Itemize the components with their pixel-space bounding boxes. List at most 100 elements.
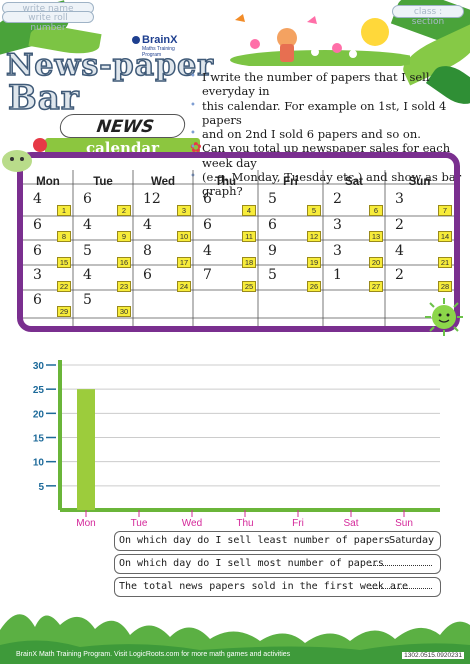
x-tick-label: Thu [236, 518, 253, 529]
moon-icon [2, 290, 30, 326]
question-least-day: On which day do I sell least number of p… [114, 531, 441, 551]
y-tick-label: 30 [33, 361, 45, 372]
bottom-grass [0, 595, 470, 664]
y-tick-label: 25 [33, 385, 45, 396]
instructions-list: I write the number of papers that I sell… [190, 70, 465, 199]
calendar-day-header: Fri [283, 176, 298, 188]
question-text: On which day do I sell most number of pa… [119, 558, 384, 569]
sold-count: 6 [203, 217, 212, 233]
news-label: NEWS [95, 117, 156, 137]
answer-field[interactable] [370, 565, 432, 566]
sold-count: 5 [268, 267, 277, 283]
sold-count: 1 [333, 267, 342, 283]
date-badge: 28 [438, 281, 452, 292]
x-tick-label: Tue [131, 518, 148, 529]
sold-count: 5 [268, 191, 277, 207]
scenery-illustration [225, 8, 420, 70]
bar-chart: 5 10 15 20 25 30 Mon Tue Wed Thu Fri Sat Sun [33, 360, 440, 529]
date-badge: 18 [242, 257, 256, 268]
question-week-total: The total news papers sold in the first … [114, 577, 441, 597]
date-badge: 6 [369, 205, 383, 216]
sold-count: 2 [395, 217, 404, 233]
date-badge: 1 [57, 205, 71, 216]
date-badge: 19 [307, 257, 321, 268]
x-tick-label: Sun [395, 518, 413, 529]
worksheet-code: 1302.0515.0920231 [402, 652, 464, 659]
date-badge: 12 [307, 231, 321, 242]
date-badge: 21 [438, 257, 452, 268]
calendar-day-header: Sat [345, 176, 363, 188]
answer-field[interactable]: Saturday [388, 535, 434, 546]
bow-icon [33, 138, 47, 152]
date-badge: 26 [307, 281, 321, 292]
calendar-day-header: Mon [36, 176, 60, 188]
date-badge: 29 [57, 306, 71, 317]
date-badge: 7 [438, 205, 452, 216]
date-badge: 20 [369, 257, 383, 268]
date-badge: 11 [242, 231, 256, 242]
sold-count: 9 [268, 243, 277, 259]
answer-field[interactable] [370, 588, 432, 589]
sold-count: 6 [33, 292, 42, 308]
question-text: On which day do I sell least number of p… [119, 535, 390, 546]
date-badge: 15 [57, 257, 71, 268]
sold-count: 7 [203, 267, 212, 283]
date-badge: 16 [117, 257, 131, 268]
date-badge: 2 [117, 205, 131, 216]
sold-count: 2 [395, 267, 404, 283]
sold-count: 6 [83, 191, 92, 207]
sold-count: 4 [203, 243, 212, 259]
sold-count: 4 [143, 217, 152, 233]
x-tick-label: Wed [182, 518, 202, 529]
x-tick-label: Fri [292, 518, 304, 529]
date-badge: 3 [177, 205, 191, 216]
x-tick-label: Sat [343, 518, 358, 529]
y-tick-label: 15 [33, 434, 45, 445]
calendar-day-header: Tue [93, 176, 113, 188]
y-tick-label: 5 [38, 482, 44, 493]
brand-name: BrainX [142, 34, 178, 46]
sold-count: 6 [268, 217, 277, 233]
title-line2: Bar [7, 77, 80, 119]
sold-count: 4 [33, 191, 42, 207]
bar-mon [77, 389, 95, 510]
news-scroll: NEWS [58, 114, 187, 138]
sheep-icon [0, 145, 34, 175]
sold-count: 12 [143, 191, 161, 207]
calendar-day-header: Wed [150, 176, 176, 188]
roll-number-field[interactable]: write roll number [2, 11, 94, 33]
sun-smiley-icon [425, 298, 463, 336]
sold-count: 6 [33, 217, 42, 233]
date-badge: 14 [438, 231, 452, 242]
sold-count: 6 [203, 191, 212, 207]
sold-count: 4 [83, 267, 92, 283]
instruction-line: Can you total up newspaper sales for eac… [190, 141, 465, 170]
class-section-field[interactable]: class : section [392, 5, 464, 27]
date-badge: 5 [307, 205, 321, 216]
date-badge: 10 [177, 231, 191, 242]
date-badge: 22 [57, 281, 71, 292]
date-badge: 9 [117, 231, 131, 242]
x-tick-label: Mon [76, 518, 95, 529]
sold-count: 3 [333, 217, 342, 233]
calendar-day-header: Thu [214, 176, 237, 188]
sold-count: 3 [333, 243, 342, 259]
brain-icon [132, 36, 140, 44]
title-line1: News-paper [5, 47, 214, 84]
date-badge: 17 [177, 257, 191, 268]
date-badge: 13 [369, 231, 383, 242]
footer-text: BrainX Math Training Program. Visit Logi… [16, 651, 291, 658]
y-tick-label: 20 [33, 409, 45, 420]
calendar-frame [17, 152, 460, 332]
sold-count: 8 [143, 243, 152, 259]
date-badge: 8 [57, 231, 71, 242]
date-badge: 30 [117, 306, 131, 317]
calendar-day-header: Sun [408, 176, 431, 188]
sold-count: 3 [395, 191, 404, 207]
question-text: The total news papers sold in the first … [119, 581, 408, 592]
sold-count: 5 [83, 243, 92, 259]
brand-tagline: Maths Training Program [142, 46, 175, 58]
brand-logo: BrainX Maths Training Program [132, 34, 192, 58]
date-badge: 4 [242, 205, 256, 216]
date-badge: 24 [177, 281, 191, 292]
